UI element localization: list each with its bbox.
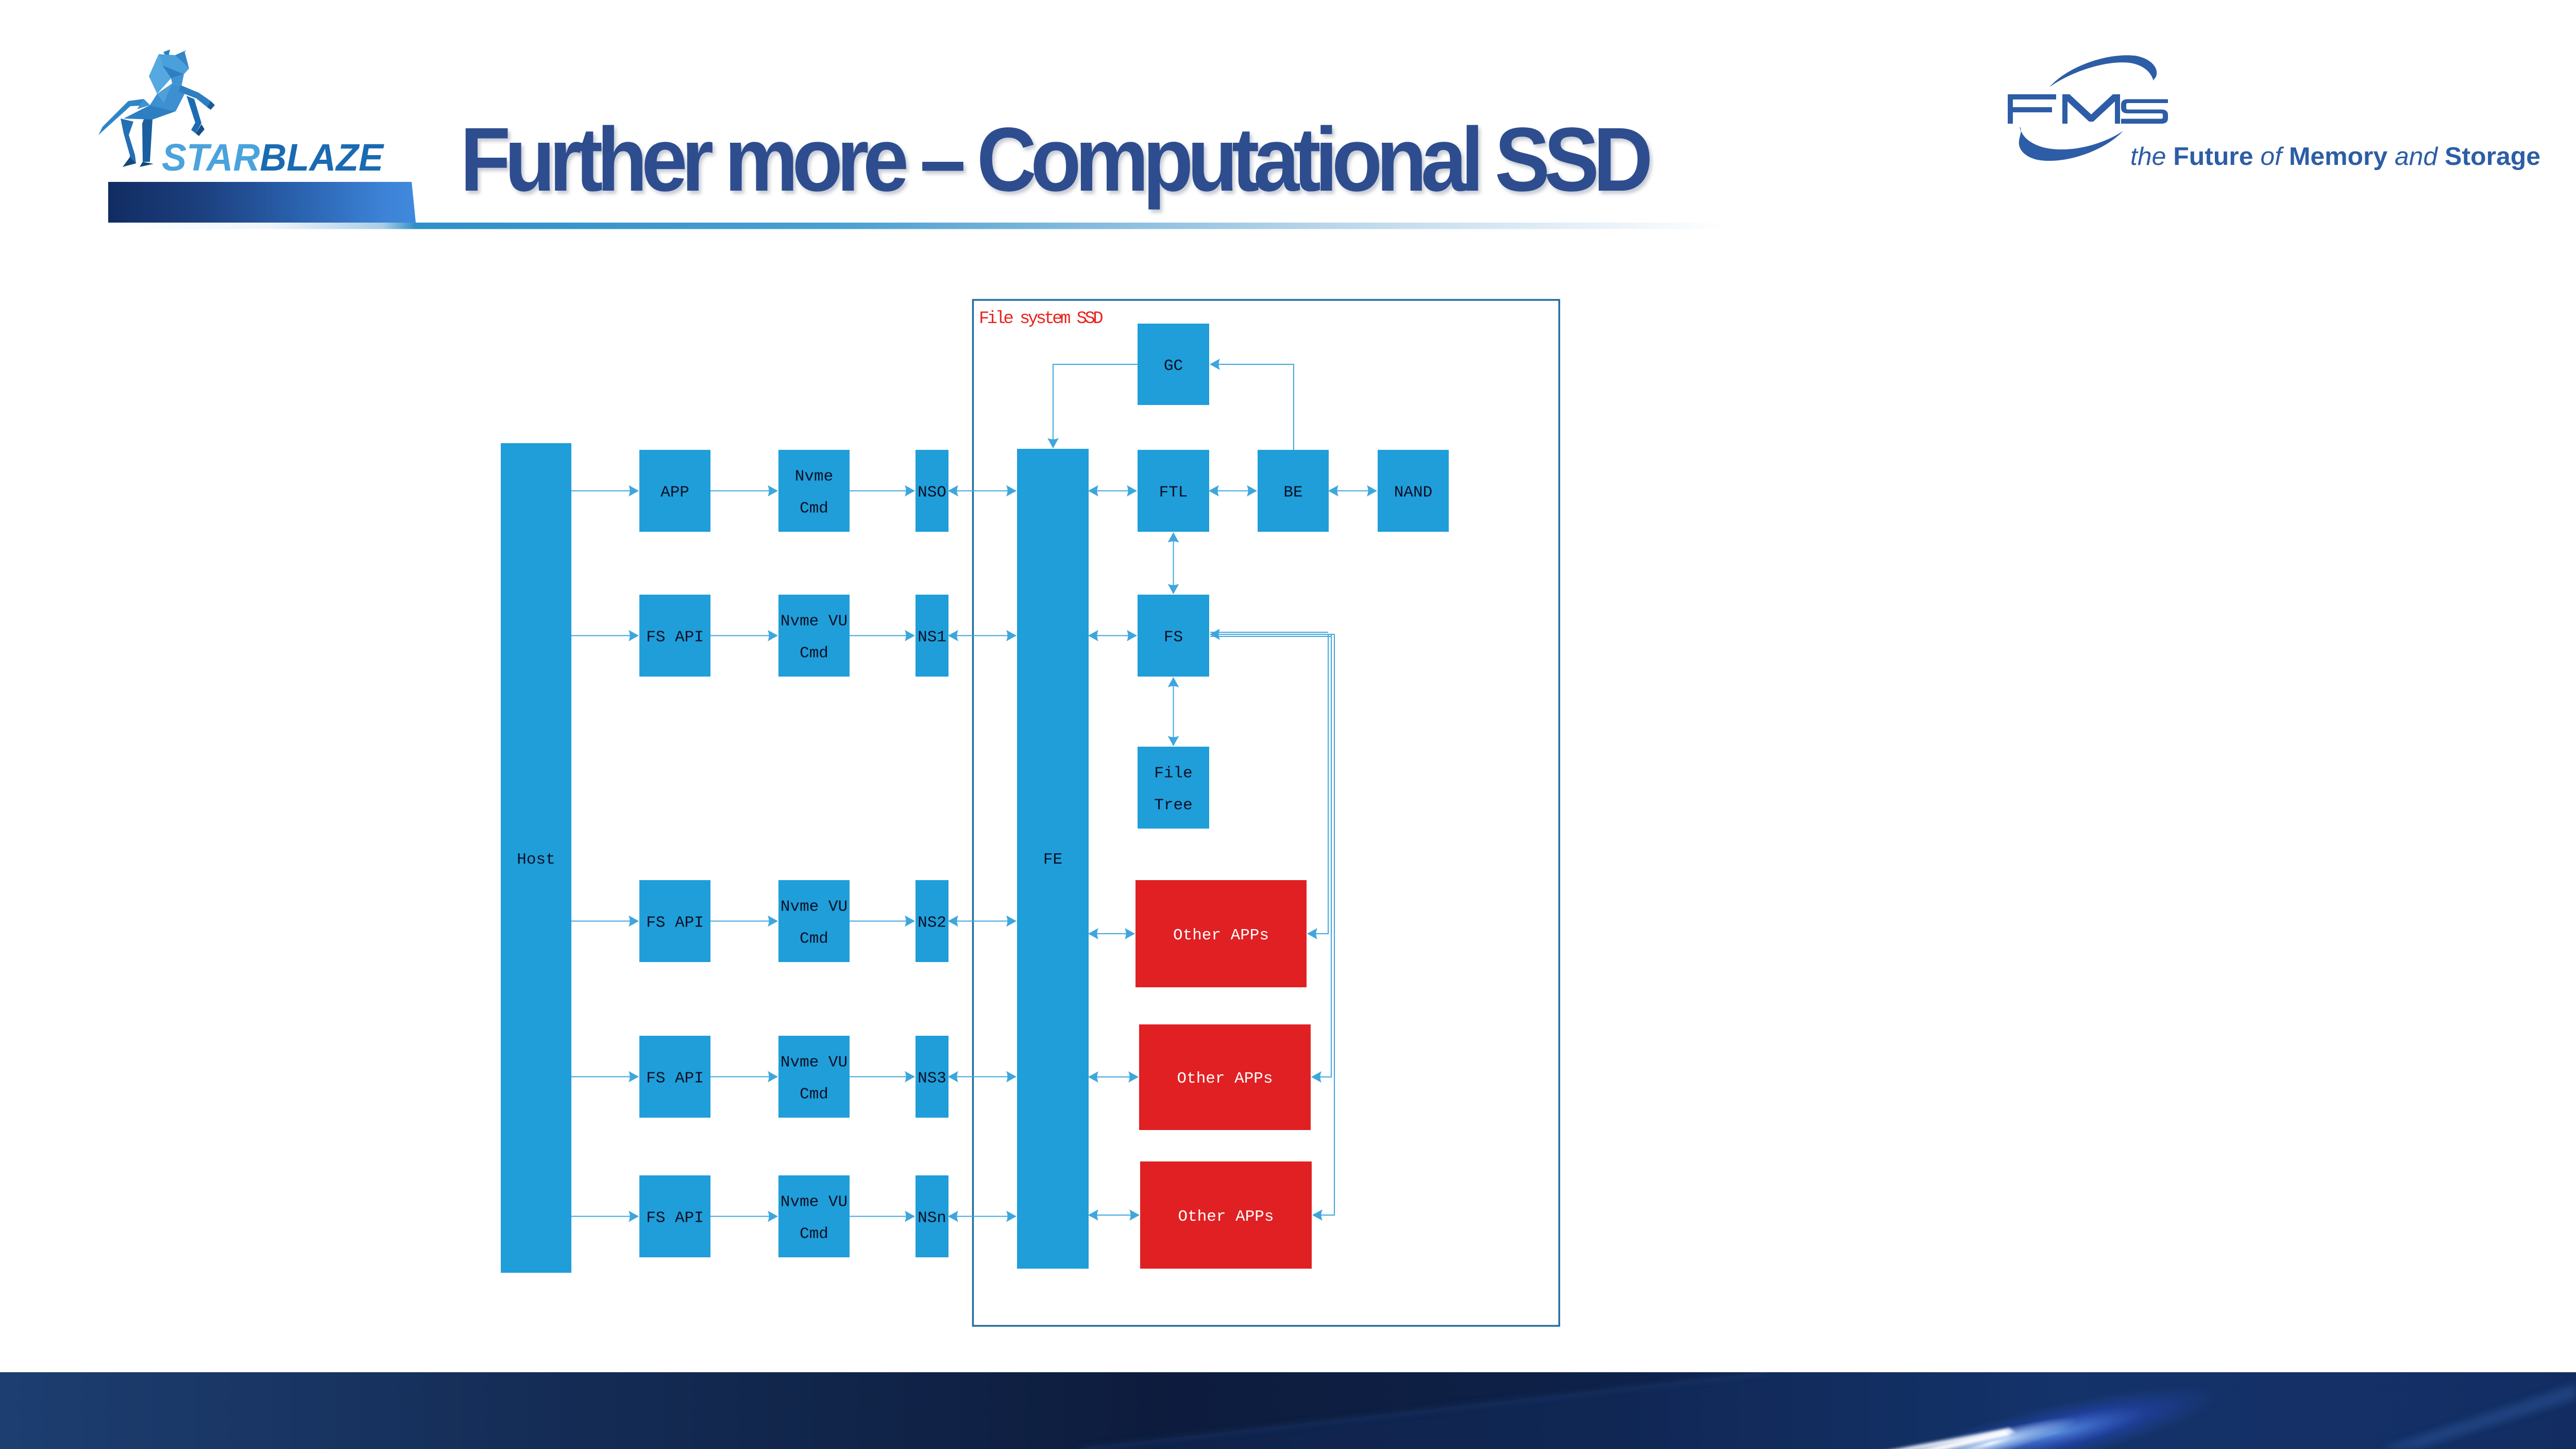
svg-text:APP: APP [660,484,689,502]
svg-text:NSO: NSO [918,484,946,502]
svg-text:Cmd: Cmd [800,645,828,663]
svg-text:NS1: NS1 [918,629,946,647]
svg-text:NSn: NSn [918,1209,946,1227]
svg-text:Other APPs: Other APPs [1173,926,1269,945]
svg-text:Host: Host [517,851,555,869]
svg-text:Nvme VU: Nvme VU [781,898,848,916]
svg-text:Cmd: Cmd [800,1225,828,1243]
svg-text:BE: BE [1283,484,1302,502]
svg-text:FS API: FS API [646,914,704,932]
svg-text:the Future of Memory and Stora: the Future of Memory and Storage [2130,143,2540,171]
svg-text:Other APPs: Other APPs [1178,1208,1274,1226]
svg-text:FE: FE [1043,851,1062,869]
svg-text:File: File [1154,765,1192,783]
svg-text:NAND: NAND [1394,484,1432,502]
svg-text:FS API: FS API [646,1070,704,1088]
svg-text:Cmd: Cmd [800,930,828,948]
svg-text:FS API: FS API [646,629,704,647]
svg-text:Cmd: Cmd [800,1086,828,1104]
svg-text:Nvme VU: Nvme VU [781,613,848,631]
svg-text:FTL: FTL [1159,484,1188,502]
svg-text:GC: GC [1164,357,1183,375]
svg-text:NS2: NS2 [918,914,946,932]
svg-text:FS: FS [1164,629,1183,647]
svg-text:NS3: NS3 [918,1070,946,1088]
svg-text:Nvme VU: Nvme VU [781,1193,848,1211]
svg-text:Nvme VU: Nvme VU [781,1054,848,1072]
svg-text:Cmd: Cmd [800,500,828,518]
svg-text:FS API: FS API [646,1209,704,1227]
svg-text:Other APPs: Other APPs [1177,1070,1273,1088]
svg-text:STARBLAZE: STARBLAZE [162,136,385,179]
svg-text:Tree: Tree [1154,797,1192,815]
svg-text:File system SSD: File system SSD [979,309,1103,329]
svg-text:Nvme: Nvme [795,468,833,486]
